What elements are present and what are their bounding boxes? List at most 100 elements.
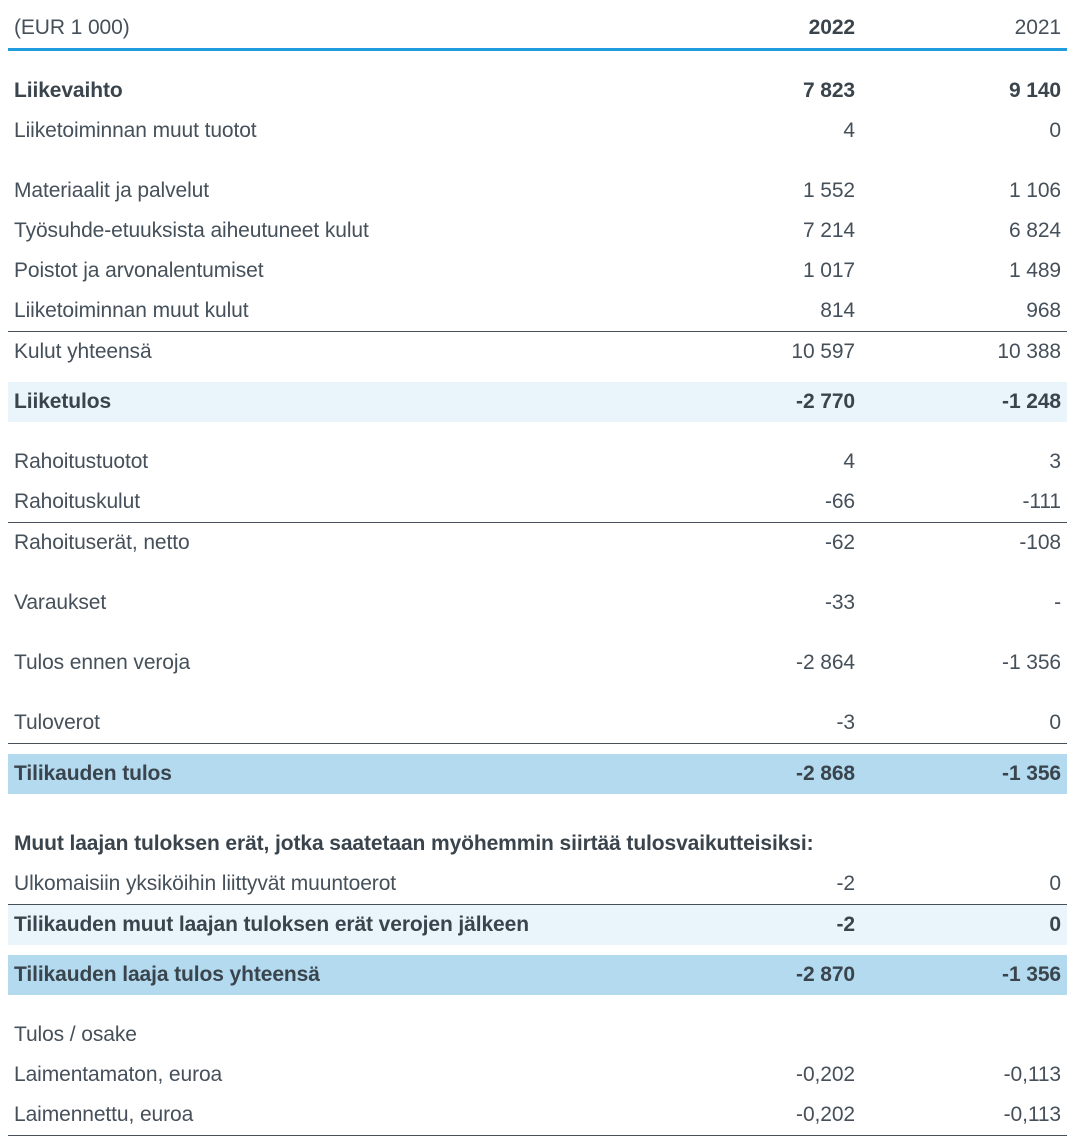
row-finance-net: Rahoituserät, netto -62 -108: [8, 523, 1067, 564]
row-value: 0: [861, 905, 1067, 946]
row-depreciation: Poistot ja arvonalentumiset 1 017 1 489: [8, 251, 1067, 291]
row-value: 6 824: [861, 211, 1067, 251]
table-header-row: (EUR 1 000) 2022 2021: [8, 8, 1067, 50]
row-value: -1 356: [861, 754, 1067, 794]
row-label: Laimentamaton, euroa: [8, 1055, 655, 1095]
row-value: 1 489: [861, 251, 1067, 291]
row-income-tax: Tuloverot -3 0: [8, 703, 1067, 744]
row-value: -2: [655, 905, 861, 946]
spacer: [8, 623, 1067, 643]
row-eps-diluted: Laimennettu, euroa -0,202 -0,113: [8, 1095, 1067, 1136]
row-operating-profit: Liiketulos -2 770 -1 248: [8, 382, 1067, 422]
row-label: Liikevaihto: [8, 71, 655, 111]
spacer: [8, 945, 1067, 955]
row-revenue: Liikevaihto 7 823 9 140: [8, 71, 1067, 111]
row-label: Tilikauden tulos: [8, 754, 655, 794]
row-translation-differences: Ulkomaisiin yksiköihin liittyvät muuntoe…: [8, 864, 1067, 905]
row-oci-section-title: Muut laajan tuloksen erät, jotka saateta…: [8, 824, 1067, 864]
row-net-result: Tilikauden tulos -2 868 -1 356: [8, 754, 1067, 794]
row-value: -1 356: [861, 955, 1067, 995]
row-materials: Materiaalit ja palvelut 1 552 1 106: [8, 171, 1067, 211]
row-value: 4: [655, 442, 861, 482]
row-value: -0,113: [861, 1095, 1067, 1136]
row-value: 0: [861, 864, 1067, 905]
spacer: [8, 372, 1067, 382]
row-value: -0,202: [655, 1055, 861, 1095]
row-value: 7 823: [655, 71, 861, 111]
row-value: 7 214: [655, 211, 861, 251]
row-value: 10 388: [861, 332, 1067, 373]
row-label: Tuloverot: [8, 703, 655, 744]
row-value: 968: [861, 291, 1067, 332]
row-oci-after-tax: Tilikauden muut laajan tuloksen erät ver…: [8, 905, 1067, 946]
row-label: Tilikauden laaja tulos yhteensä: [8, 955, 655, 995]
spacer: [8, 683, 1067, 703]
row-label: Liiketulos: [8, 382, 655, 422]
row-value: -0,202: [655, 1095, 861, 1136]
row-value: -1 356: [861, 643, 1067, 683]
col-header-2021: 2021: [861, 8, 1067, 50]
spacer: [8, 995, 1067, 1015]
row-provisions: Varaukset -33 -: [8, 583, 1067, 623]
row-value: -108: [861, 523, 1067, 564]
row-value: -33: [655, 583, 861, 623]
row-label: Laimennettu, euroa: [8, 1095, 655, 1136]
row-value: -2: [655, 864, 861, 905]
row-value: -0,113: [861, 1055, 1067, 1095]
row-label: Liiketoiminnan muut tuotot: [8, 111, 655, 151]
row-value: -111: [861, 482, 1067, 523]
row-value: -2 868: [655, 754, 861, 794]
row-label: Rahoituskulut: [8, 482, 655, 523]
row-label: Tulos ennen veroja: [8, 643, 655, 683]
row-label: Rahoituserät, netto: [8, 523, 655, 564]
row-eps-title: Tulos / osake: [8, 1015, 1067, 1055]
row-label: Työsuhde-etuuksista aiheutuneet kulut: [8, 211, 655, 251]
spacer: [8, 50, 1067, 72]
row-value: 9 140: [861, 71, 1067, 111]
row-value: -2 770: [655, 382, 861, 422]
row-value: -: [861, 583, 1067, 623]
row-finance-expense: Rahoituskulut -66 -111: [8, 482, 1067, 523]
row-label: Muut laajan tuloksen erät, jotka saateta…: [8, 824, 1067, 864]
row-label: Liiketoiminnan muut kulut: [8, 291, 655, 332]
row-label: Rahoitustuotot: [8, 442, 655, 482]
row-label: Tilikauden muut laajan tuloksen erät ver…: [8, 905, 655, 946]
income-statement-table: (EUR 1 000) 2022 2021 Liikevaihto 7 823 …: [8, 8, 1067, 1136]
row-value: -2 864: [655, 643, 861, 683]
row-label: Tulos / osake: [8, 1015, 1067, 1055]
spacer: [8, 563, 1067, 583]
row-label: Poistot ja arvonalentumiset: [8, 251, 655, 291]
col-header-2022: 2022: [655, 8, 861, 50]
row-value: 1 552: [655, 171, 861, 211]
row-label: Ulkomaisiin yksiköihin liittyvät muuntoe…: [8, 864, 655, 905]
row-label: Materiaalit ja palvelut: [8, 171, 655, 211]
row-value: 814: [655, 291, 861, 332]
row-value: 0: [861, 703, 1067, 744]
row-value: 1 017: [655, 251, 861, 291]
spacer: [8, 794, 1067, 814]
row-label: Kulut yhteensä: [8, 332, 655, 373]
row-value: 4: [655, 111, 861, 151]
row-value: -66: [655, 482, 861, 523]
spacer: [8, 744, 1067, 755]
row-value: -2 870: [655, 955, 861, 995]
row-profit-before-tax: Tulos ennen veroja -2 864 -1 356: [8, 643, 1067, 683]
row-other-expenses: Liiketoiminnan muut kulut 814 968: [8, 291, 1067, 332]
row-value: -62: [655, 523, 861, 564]
row-value: -1 248: [861, 382, 1067, 422]
row-value: 0: [861, 111, 1067, 151]
unit-label: (EUR 1 000): [8, 8, 655, 50]
row-label: Varaukset: [8, 583, 655, 623]
row-other-income: Liiketoiminnan muut tuotot 4 0: [8, 111, 1067, 151]
spacer: [8, 814, 1067, 824]
row-eps-basic: Laimentamaton, euroa -0,202 -0,113: [8, 1055, 1067, 1095]
row-employee-benefits: Työsuhde-etuuksista aiheutuneet kulut 7 …: [8, 211, 1067, 251]
row-value: 1 106: [861, 171, 1067, 211]
row-value: -3: [655, 703, 861, 744]
row-total-comprehensive: Tilikauden laaja tulos yhteensä -2 870 -…: [8, 955, 1067, 995]
row-total-expenses: Kulut yhteensä 10 597 10 388: [8, 332, 1067, 373]
spacer: [8, 151, 1067, 171]
row-value: 3: [861, 442, 1067, 482]
row-value: 10 597: [655, 332, 861, 373]
row-finance-income: Rahoitustuotot 4 3: [8, 442, 1067, 482]
